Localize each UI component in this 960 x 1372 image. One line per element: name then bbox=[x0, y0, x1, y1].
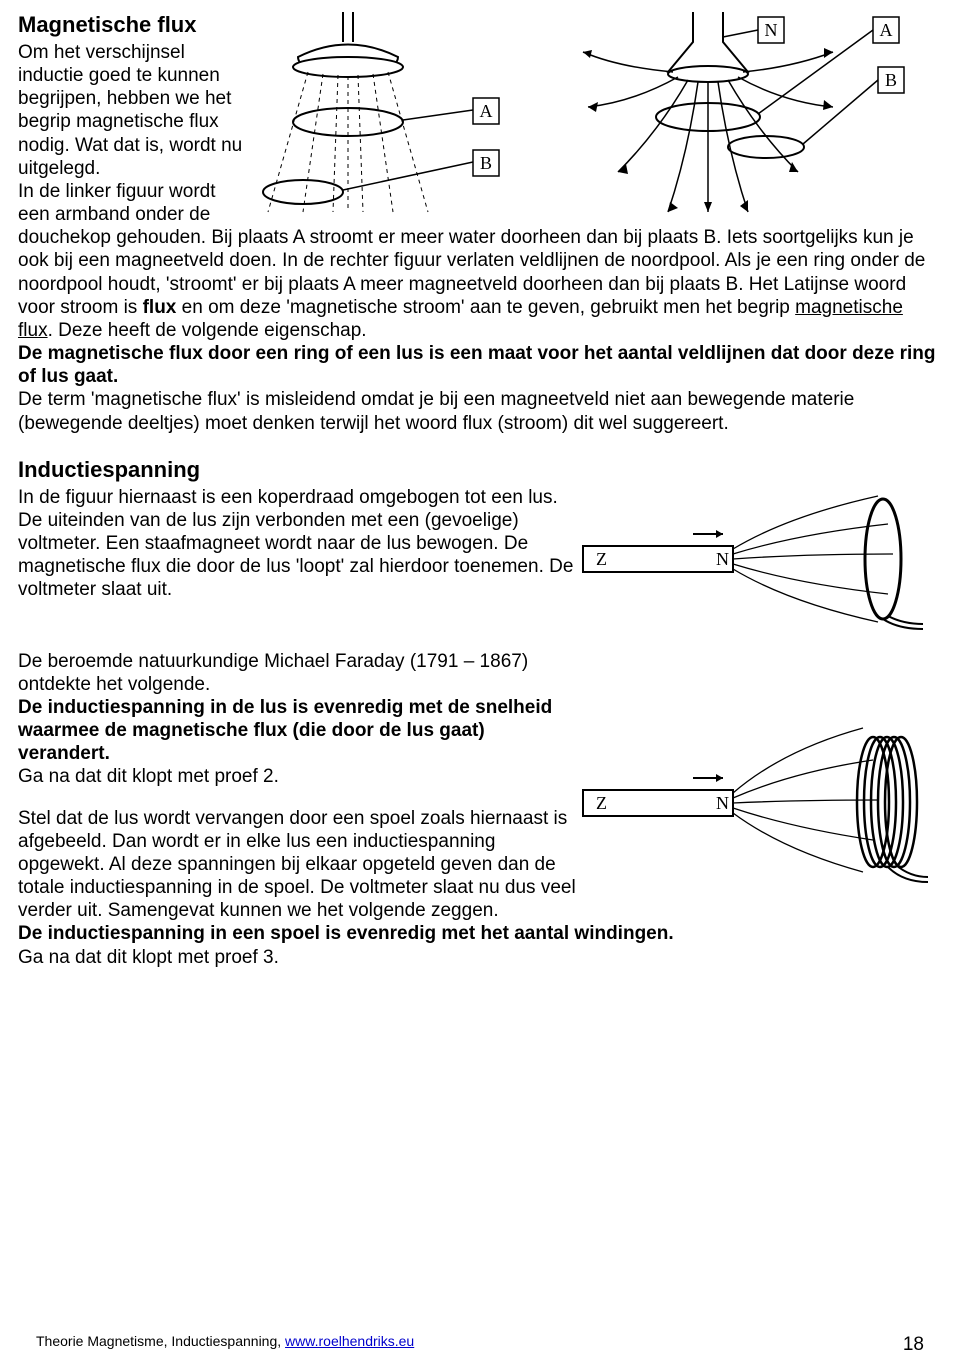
paragraph-inductie-intro: In de figuur hiernaast is een koperdraad… bbox=[18, 486, 578, 602]
paragraph-flux-misleading: De term 'magnetische flux' is misleidend… bbox=[18, 388, 942, 434]
figure-magnet-coil: Z N bbox=[578, 710, 938, 900]
fig3-label-n: N bbox=[716, 549, 729, 569]
fig3-label-z: Z bbox=[596, 549, 607, 569]
paragraph-spoel: Stel dat de lus wordt vervangen door een… bbox=[18, 807, 578, 923]
heading-inductiespanning: Inductiespanning bbox=[18, 457, 942, 484]
fig1-label-b: B bbox=[480, 153, 492, 173]
paragraph-sec1-body: douchekop gehouden. Bij plaats A stroomt… bbox=[18, 226, 942, 342]
fig2-label-a: A bbox=[880, 20, 893, 40]
statement-windingen: De inductiespanning in een spoel is even… bbox=[18, 922, 942, 945]
paragraph-faraday: De beroemde natuurkundige Michael Farada… bbox=[18, 650, 578, 696]
paragraph-linker-start: In de linker figuur wordt een armband on… bbox=[18, 181, 216, 225]
figure-magnet-loop: Z N bbox=[578, 486, 938, 636]
fig1-label-a: A bbox=[480, 101, 493, 121]
heading-magnetische-flux: Magnetische flux bbox=[18, 12, 248, 39]
fig4-label-z: Z bbox=[596, 793, 607, 813]
figure-shower: A B bbox=[248, 12, 578, 222]
term-flux: flux bbox=[143, 297, 177, 318]
page-number: 18 bbox=[903, 1333, 924, 1356]
page-footer: Theorie Magnetisme, Inductiespanning, ww… bbox=[36, 1333, 924, 1356]
paragraph-proef3: Ga na dat dit klopt met proef 3. bbox=[18, 946, 942, 969]
statement-magnetische-flux: De magnetische flux door een ring of een… bbox=[18, 342, 942, 388]
statement-faraday: De inductiespanning in de lus is evenred… bbox=[18, 696, 578, 766]
paragraph-proef2: Ga na dat dit klopt met proef 2. bbox=[18, 765, 578, 788]
figure-magnet-pole: N A B bbox=[578, 12, 918, 222]
paragraph-intro: Om het verschijnsel inductie goed te kun… bbox=[18, 41, 248, 180]
fig2-label-n: N bbox=[765, 20, 778, 40]
footer-link[interactable]: www.roelhendriks.eu bbox=[285, 1333, 414, 1349]
fig2-label-b: B bbox=[885, 70, 897, 90]
fig4-label-n: N bbox=[716, 793, 729, 813]
